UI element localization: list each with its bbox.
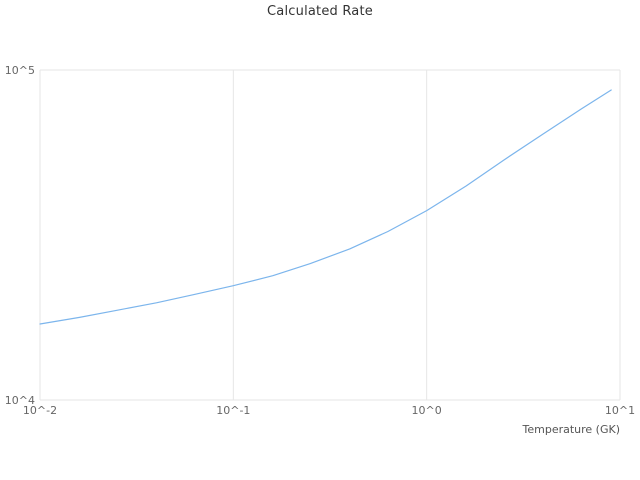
calculated-rate-line (39, 89, 612, 325)
y-tick-label: 10^5 (5, 64, 35, 77)
y-tick-label: 10^4 (5, 394, 35, 407)
x-tick-label: 10^-1 (216, 404, 250, 417)
x-tick-label: 10^1 (605, 404, 635, 417)
x-axis-label: Temperature (GK) (522, 423, 621, 436)
chart-title: Calculated Rate (267, 4, 373, 19)
x-tick-label: 10^-2 (23, 404, 57, 417)
x-tick-label: 10^0 (412, 404, 442, 417)
